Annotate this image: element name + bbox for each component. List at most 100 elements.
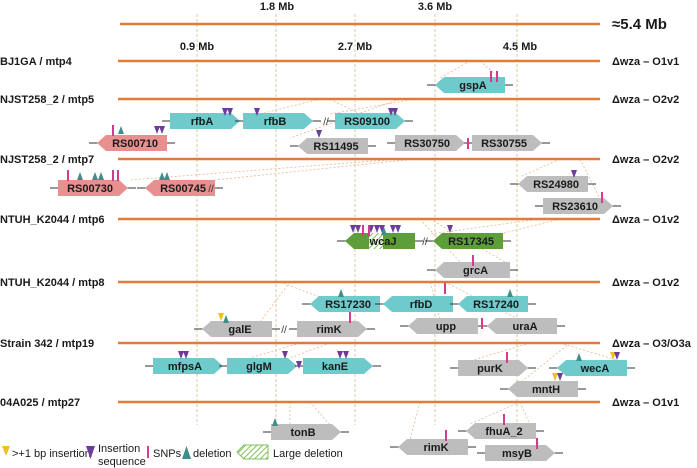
legend-insertion-sequence-icon xyxy=(86,446,95,459)
gene-label: uraA xyxy=(512,321,537,333)
connector xyxy=(409,401,421,441)
insertion-sequence-icon xyxy=(227,108,233,116)
gene-arrow xyxy=(435,262,510,278)
gene-arrow xyxy=(310,296,380,312)
gene-label: rimK xyxy=(423,442,448,454)
snp-icon xyxy=(112,170,114,181)
connector xyxy=(259,98,321,115)
snp-icon xyxy=(503,414,505,425)
gene-wcaj[interactable]: wcaJ xyxy=(337,233,423,249)
gene-rs09100[interactable]: RS09100 xyxy=(327,113,413,129)
break-icon: // xyxy=(281,325,287,336)
gene-arrow xyxy=(243,113,313,129)
strain-label: NTUH_K2044 / mtp6 xyxy=(0,214,105,226)
connector xyxy=(279,281,321,298)
gene-arrow xyxy=(487,318,557,334)
gene-rfbb[interactable]: rfbB xyxy=(235,113,321,129)
gene-arrow xyxy=(466,423,536,439)
gene-grca[interactable]: grcA xyxy=(427,262,518,278)
insertion-sequence-icon xyxy=(355,225,361,233)
gene-msyb[interactable]: msyB xyxy=(477,445,563,461)
snp-icon xyxy=(444,283,446,294)
connector xyxy=(429,218,506,263)
connector xyxy=(519,342,571,384)
deletion-icon xyxy=(77,172,83,180)
gene-gspa[interactable]: gspA xyxy=(427,77,513,93)
gene-label: mntH xyxy=(532,384,560,396)
tick-1.8mb: 1.8 Mb xyxy=(260,1,295,13)
gene-rs17230[interactable]: RS17230 xyxy=(302,296,388,312)
legend-deletion-icon xyxy=(182,446,191,459)
gene-rimk[interactable]: rimK xyxy=(289,321,375,337)
connector xyxy=(469,401,521,425)
gene-arrow xyxy=(227,358,297,374)
mutation-markers xyxy=(67,71,620,449)
gene-rfbd[interactable]: rfbD xyxy=(375,296,461,312)
gene-label: rfbB xyxy=(264,116,287,128)
legend-large-deletion-icon xyxy=(236,444,269,460)
gene-arrow xyxy=(271,424,341,440)
gene-rimk[interactable]: rimK xyxy=(390,439,476,455)
connector xyxy=(129,158,401,181)
deletion-icon xyxy=(507,289,513,297)
gene-arrow xyxy=(557,360,627,376)
break-icon: // xyxy=(208,184,214,195)
strain-label: NTUH_K2044 / mtp8 xyxy=(0,277,105,289)
gene-weca[interactable]: wecA xyxy=(549,360,635,376)
insertion-sequence-icon xyxy=(447,225,453,233)
gene-rs00745[interactable]: RS00745 xyxy=(137,180,223,196)
gene-rfba[interactable]: rfbA xyxy=(162,113,248,129)
deletion-icon xyxy=(159,172,165,180)
gene-tonb[interactable]: tonB xyxy=(263,424,349,440)
mutation-label: Δwza – O2v2 xyxy=(612,94,679,106)
gene-rs17345[interactable]: RS17345 xyxy=(425,233,511,249)
gene-mnth[interactable]: mntH xyxy=(500,381,586,397)
gene-upp[interactable]: upp xyxy=(400,318,486,334)
gene-label: RS23610 xyxy=(552,201,598,213)
gene-label: RS00745 xyxy=(160,183,206,195)
gene-rs17240[interactable]: RS17240 xyxy=(450,296,536,312)
connector xyxy=(559,342,621,362)
gene-fhua-2[interactable]: fhuA_2 xyxy=(458,423,544,439)
gene-rs23610[interactable]: RS23610 xyxy=(535,198,621,214)
gene-rs11495[interactable]: RS11495 xyxy=(290,138,376,154)
gene-rs30750[interactable]: RS30750 xyxy=(387,135,473,151)
gene-label: wecA xyxy=(580,363,610,375)
gene-arrow xyxy=(145,180,215,196)
gene-rs30755[interactable]: RS30755 xyxy=(464,135,550,151)
gene-label: RS11495 xyxy=(313,141,358,153)
gene-label: wcaJ xyxy=(369,236,397,248)
gene-rs24980[interactable]: RS24980 xyxy=(510,176,596,192)
gene-glgm[interactable]: glgM xyxy=(219,358,305,374)
gene-purk[interactable]: purK xyxy=(450,360,536,376)
tick-3.6mb: 3.6 Mb xyxy=(418,1,453,13)
gene-mfpsa[interactable]: mfpsA xyxy=(145,358,231,374)
snp-icon xyxy=(490,71,492,82)
strain-label: BJ1GA / mtp4 xyxy=(0,56,73,68)
gene-uraa[interactable]: uraA xyxy=(479,318,565,334)
snp-icon xyxy=(601,192,603,203)
gene-gale[interactable]: galE xyxy=(194,321,280,337)
connector xyxy=(329,98,361,115)
legend-small-insertion-label: >+1 bp insertion xyxy=(12,448,91,460)
small-insertion-icon xyxy=(552,373,558,381)
large-deletion-region xyxy=(369,233,383,249)
gene-arrow xyxy=(298,138,368,154)
gene-rs00710[interactable]: RS00710 xyxy=(89,135,175,151)
connector xyxy=(259,281,291,323)
connector xyxy=(499,218,561,235)
insertion-sequence-icon xyxy=(282,351,288,359)
connector xyxy=(309,401,331,426)
deletion-icon xyxy=(338,289,344,297)
gene-arrow xyxy=(170,113,240,129)
connector xyxy=(289,342,331,359)
genes: gspA rfbA rfbB RS09100 RS00710 RS11495 RS30750… xyxy=(50,77,635,461)
legend-insertion-sequence-label-2: sequence xyxy=(98,456,146,468)
gene-rs00730[interactable]: RS00730 xyxy=(50,180,136,196)
gene-kane[interactable]: kanE xyxy=(295,358,381,374)
mutation-label: Δwza – O2v2 xyxy=(612,154,679,166)
gene-label: mfpsA xyxy=(168,361,202,373)
gene-label: RS30750 xyxy=(404,138,450,150)
gene-arrow xyxy=(297,321,367,337)
legend-snp-icon xyxy=(147,446,149,458)
